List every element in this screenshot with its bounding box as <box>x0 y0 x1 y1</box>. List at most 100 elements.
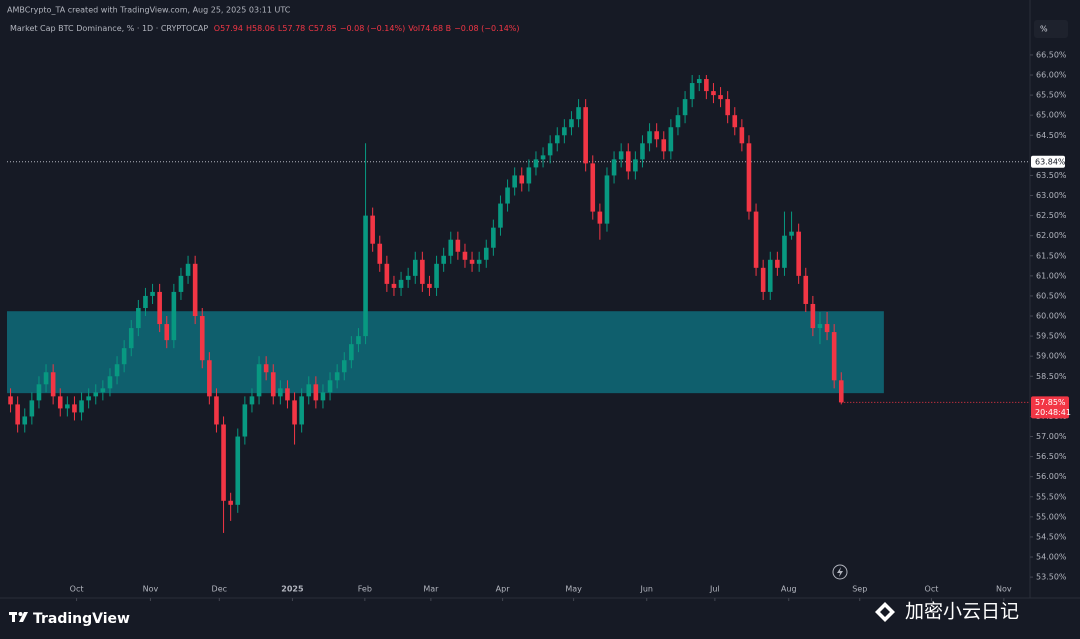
candle-body <box>199 316 205 361</box>
candle-body <box>803 275 809 304</box>
candle-body <box>661 139 667 152</box>
y-tick-label: 56.50% <box>1036 452 1067 461</box>
candle-body <box>775 259 780 268</box>
candle-body <box>441 255 446 264</box>
price-line-label: 63.84% <box>1035 157 1066 166</box>
candle-body <box>420 259 425 284</box>
x-tick-label: Nov <box>996 585 1012 594</box>
last-price-tag <box>1031 396 1069 419</box>
brand: TradingView <box>33 611 130 627</box>
candle-body <box>725 99 730 116</box>
candle-body <box>114 364 120 377</box>
candle-body <box>228 500 233 505</box>
y-tick-label: 61.00% <box>1036 271 1067 280</box>
candle-body <box>405 275 411 280</box>
y-tick-label: 65.00% <box>1036 111 1067 120</box>
candle-body <box>618 151 624 160</box>
candle-body <box>121 348 127 365</box>
y-tick-label: 65.50% <box>1036 91 1067 100</box>
candle-body <box>789 231 794 236</box>
candle-body <box>412 259 418 276</box>
candle-body <box>640 143 645 160</box>
countdown: 20:48:41 <box>1035 408 1071 417</box>
candle-body <box>320 392 326 401</box>
scale-button[interactable] <box>1034 20 1068 38</box>
candle-body <box>65 404 70 409</box>
candle-body <box>363 215 368 337</box>
candle-body <box>767 259 773 292</box>
candle-body <box>8 396 13 405</box>
candle-body <box>256 364 262 397</box>
y-tick-label: 54.00% <box>1036 553 1067 562</box>
candle-body <box>455 239 461 252</box>
candle-body <box>817 324 823 329</box>
x-tick-label: Oct <box>925 585 939 594</box>
y-tick-label: 62.00% <box>1036 231 1067 240</box>
x-tick-label: Oct <box>70 585 84 594</box>
y-tick-label: 66.00% <box>1036 71 1067 80</box>
candle-body <box>597 211 603 224</box>
credit: AMBCrypto_TA created with TradingView.co… <box>7 6 291 15</box>
y-tick-label: 58.50% <box>1036 372 1067 381</box>
candle-body <box>760 267 766 292</box>
candle-body <box>434 263 439 288</box>
candle-body <box>711 91 716 96</box>
candle-body <box>633 159 638 172</box>
candle-body <box>718 95 723 100</box>
scale-button-label[interactable]: % <box>1040 25 1048 34</box>
y-tick-label: 60.50% <box>1036 291 1067 300</box>
candle-body <box>753 211 759 268</box>
logo-part <box>18 612 23 616</box>
candle-body <box>143 295 148 308</box>
candle-body <box>292 400 297 425</box>
candle-body <box>22 416 28 425</box>
y-tick-label: 55.50% <box>1036 492 1067 501</box>
event-icon[interactable] <box>832 564 848 580</box>
candle-body <box>668 127 674 152</box>
candle-body <box>704 79 709 92</box>
candle-body <box>178 275 184 292</box>
x-tick-label: Jul <box>709 585 720 594</box>
candle-body <box>306 384 312 397</box>
candle-body <box>242 404 248 437</box>
candle-body <box>93 392 99 397</box>
legend: Market Cap BTC Dominance, % · 1D · CRYPT… <box>10 24 520 33</box>
candle-body <box>86 396 91 401</box>
candle-body <box>526 167 532 184</box>
last-price-label: 57.85% <box>1035 398 1066 407</box>
candle-body <box>270 372 276 397</box>
y-tick-label: 60.00% <box>1036 312 1067 321</box>
x-tick-label: Apr <box>496 585 511 594</box>
candle-body <box>150 291 155 296</box>
legend-value: −0.08 (−0.14%) <box>340 24 405 33</box>
candle-body <box>782 235 787 268</box>
candle-body <box>384 263 390 284</box>
plot <box>7 54 1033 601</box>
y-tick-label: 56.00% <box>1036 472 1067 481</box>
candle-body <box>512 175 517 188</box>
candle-body <box>263 364 269 373</box>
watermark: 加密小云日记 <box>905 601 1019 623</box>
x-tick-label: Nov <box>143 585 159 594</box>
legend-value: O57.94 <box>214 24 243 33</box>
candle-body <box>285 388 290 401</box>
candle-body <box>327 380 333 393</box>
candle-body <box>29 400 35 417</box>
candle-body <box>214 396 219 425</box>
x-tick-label: Feb <box>358 585 372 594</box>
zone <box>7 311 884 394</box>
x-tick-label: Sep <box>852 585 867 594</box>
candle-body <box>491 227 496 248</box>
candle-body <box>746 143 752 212</box>
candle-body <box>498 203 503 228</box>
candle-body <box>72 404 77 413</box>
watermark-icon <box>875 602 895 622</box>
candle-body <box>576 107 581 120</box>
candle-body <box>554 135 560 144</box>
price-line-tag <box>1031 155 1065 168</box>
x-tick-label: Jun <box>639 585 653 594</box>
candle-body <box>583 107 588 164</box>
candle-body <box>36 384 42 401</box>
candle-body <box>796 231 801 276</box>
candle-body <box>185 263 191 276</box>
